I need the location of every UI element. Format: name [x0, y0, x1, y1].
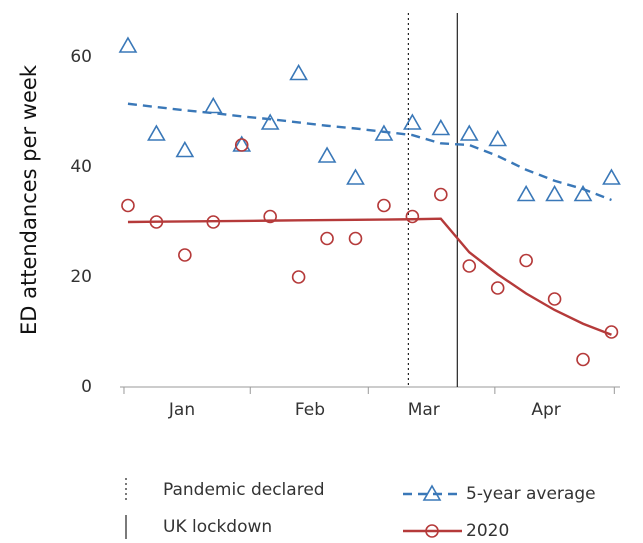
y-axis-label: ED attendances per week: [17, 64, 41, 335]
data-point: [602, 168, 621, 185]
legend-label: 5-year average: [466, 484, 596, 504]
data-point: [573, 184, 593, 202]
data-point: [348, 231, 363, 246]
data-point: [516, 184, 536, 202]
x-tick-label: Mar: [408, 400, 440, 420]
data-point: [462, 259, 477, 273]
data-point: [405, 209, 420, 224]
legend-label: UK lockdown: [163, 517, 272, 537]
x-tick-label: Apr: [531, 400, 560, 420]
data-point: [234, 138, 249, 152]
data-point: [519, 253, 533, 268]
data-point: [260, 113, 280, 130]
trend-line: [127, 102, 612, 202]
data-point: [203, 96, 223, 114]
data-point: [459, 124, 479, 141]
y-tick-label: 40: [70, 157, 92, 177]
data-point: [317, 146, 337, 163]
x-tick-label: Jan: [168, 400, 195, 420]
y-tick-label: 0: [81, 377, 92, 397]
data-point: [576, 352, 590, 367]
data-point: [147, 124, 166, 141]
data-point: [320, 231, 334, 246]
data-point: [175, 140, 195, 158]
data-point: [289, 63, 308, 81]
trend-line: [127, 217, 612, 336]
data-point: [547, 292, 562, 306]
data-point: [346, 168, 365, 185]
data-point: [149, 215, 164, 229]
y-tick-label: 60: [70, 47, 92, 67]
data-point: [121, 198, 135, 213]
data-point: [545, 184, 564, 202]
data-point: [178, 248, 192, 262]
data-point: [118, 36, 138, 53]
data-point: [374, 124, 394, 141]
x-tick-label: Feb: [295, 400, 325, 420]
data-point: [206, 215, 221, 229]
data-point: [434, 187, 448, 202]
data-point: [431, 118, 451, 136]
legend-label: Pandemic declared: [163, 480, 325, 500]
legend-marker: [425, 524, 439, 538]
data-point: [604, 325, 619, 339]
legend-marker: [422, 484, 442, 501]
data-point: [291, 270, 306, 284]
data-point: [490, 281, 505, 295]
legend-label: 2020: [466, 521, 509, 541]
y-tick-label: 20: [70, 267, 92, 287]
data-point: [377, 198, 391, 213]
data-point: [488, 129, 508, 147]
data-point: [263, 209, 277, 224]
data-point: [402, 113, 422, 130]
